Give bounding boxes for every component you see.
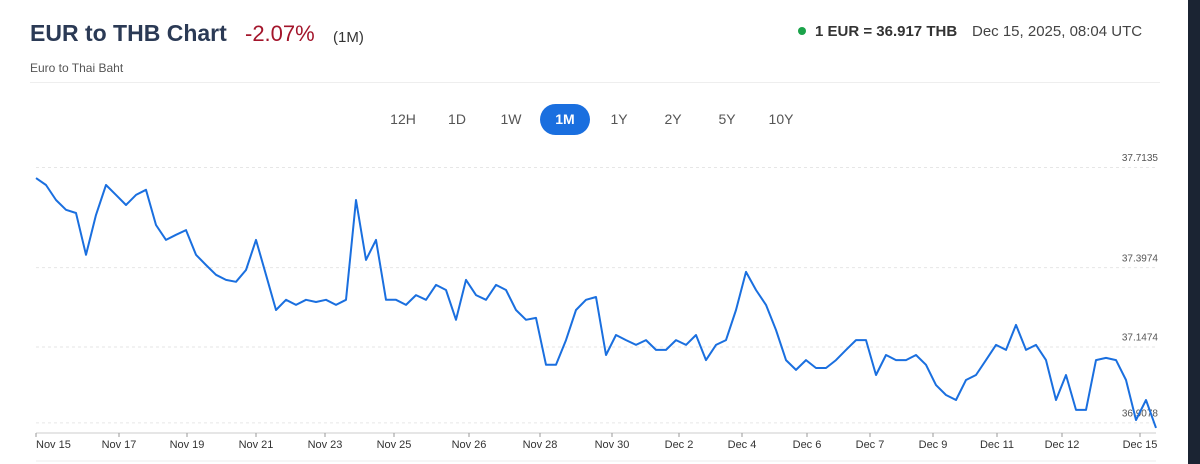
x-tick-label: Dec 12 (1045, 439, 1080, 451)
x-tick-label: Nov 28 (523, 439, 558, 451)
y-tick-label: 37.3974 (1122, 253, 1159, 264)
separator (30, 82, 1160, 83)
x-tick-label: Dec 6 (793, 439, 822, 451)
y-tick-label: 37.1474 (1122, 333, 1159, 344)
range-buttons: 12H 1D 1W 1M 1Y 2Y 5Y 10Y (378, 104, 806, 135)
range-button[interactable]: 1Y (610, 111, 628, 127)
rate: 1 EUR = 36.917 THB (815, 23, 958, 40)
x-tick-label: Nov 23 (308, 439, 343, 451)
y-tick-label: 36.9078 (1122, 409, 1159, 420)
x-tick-label: Nov 19 (170, 439, 205, 451)
x-tick-label: Nov 25 (377, 439, 412, 451)
range-button[interactable]: 1D (448, 111, 466, 127)
range-button[interactable]: 1W (500, 111, 522, 127)
x-tick-label: Dec 7 (856, 439, 885, 451)
x-tick-label: Nov 26 (452, 439, 487, 451)
x-tick-label: Nov 30 (595, 439, 630, 451)
change: -2.07% (245, 21, 315, 46)
title: EUR to THB Chart (30, 20, 227, 46)
status-dot (798, 27, 806, 35)
price-line (35, 177, 1157, 429)
x-tick-label: Nov 21 (239, 439, 274, 451)
range-button[interactable]: 5Y (718, 111, 736, 127)
x-tick-label: Nov 15 (36, 439, 71, 451)
x-tick-label: Dec 15 (1123, 439, 1158, 451)
y-tick-label: 37.7135 (1122, 153, 1159, 164)
x-tick-label: Dec 4 (728, 439, 757, 451)
side-strip (1188, 0, 1200, 464)
range-button[interactable]: 10Y (768, 111, 794, 127)
range-button[interactable]: 12H (390, 111, 416, 127)
period: (1M) (333, 29, 364, 46)
x-tick-label: Dec 11 (980, 439, 1014, 451)
x-tick-label: Dec 2 (665, 439, 694, 451)
subtitle: Euro to Thai Baht (30, 61, 124, 75)
range-button[interactable]: 2Y (664, 111, 682, 127)
x-tick-label: Dec 9 (919, 439, 948, 451)
range-button[interactable]: 1M (540, 104, 590, 135)
x-tick-label: Nov 17 (102, 439, 137, 451)
timestamp: Dec 15, 2025, 08:04 UTC (972, 23, 1143, 40)
